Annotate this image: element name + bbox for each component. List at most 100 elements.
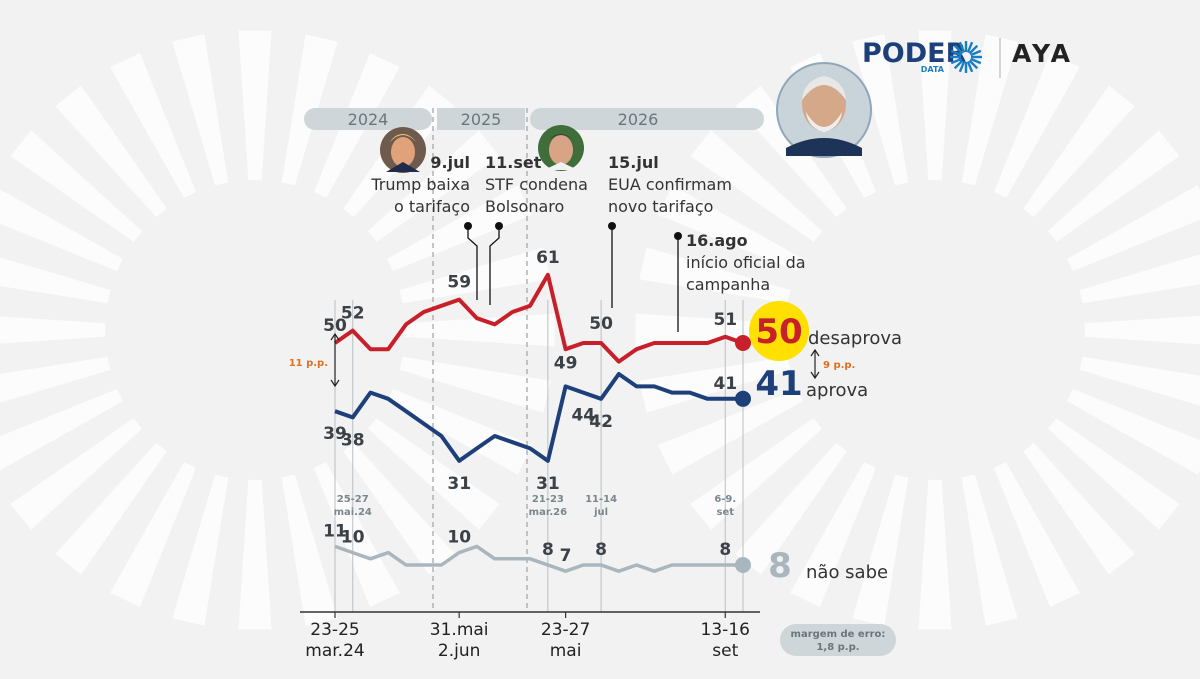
logo-ray [953, 44, 964, 55]
x-tick-label: mai [550, 641, 582, 661]
logo-ray [966, 41, 974, 53]
year-label-2024: 2024 [348, 110, 389, 129]
x-tick-label: 13-16 [701, 620, 750, 640]
event-date: 11.set [485, 153, 542, 172]
logo-ray [953, 59, 964, 70]
data-label: 59 [447, 273, 471, 293]
sunburst-ray [10, 130, 143, 242]
gap-label-end: 9 p.p. [823, 360, 855, 371]
event-text: início oficial da [686, 253, 806, 272]
trump-avatar [380, 127, 426, 173]
event-text: o tarifaço [394, 197, 470, 216]
sunburst-ray [639, 356, 791, 413]
margin-of-error-badge: margem de erro: 1,8 p.p. [780, 624, 896, 656]
period-label: 21-23 [532, 494, 564, 505]
logo-ray [950, 57, 962, 65]
data-label: 10 [447, 528, 471, 548]
event-16ago: 16.ago início oficial da campanha [674, 231, 806, 332]
sunburst-ray [1023, 85, 1135, 218]
logo-ray [968, 59, 979, 70]
sunburst-ray [55, 85, 167, 218]
year-band-2025 [437, 108, 525, 130]
sunburst-ray [993, 462, 1080, 607]
sunburst-ray [918, 30, 952, 181]
data-label: 49 [554, 353, 578, 373]
sunburst-ray [790, 462, 877, 607]
x-tick-label: 23-25 [310, 620, 359, 640]
event-date: 15.jul [608, 153, 659, 172]
sunburst-ray [1047, 130, 1180, 242]
background-sunburst [0, 30, 1200, 630]
event-9jul: 9.jul Trump baixa o tarifaço [370, 153, 478, 300]
sunburst-ray [238, 30, 272, 181]
data-label: 8 [542, 540, 554, 560]
logo-ray [970, 49, 982, 57]
sunburst-ray [639, 247, 791, 304]
event-date: 16.ago [686, 231, 748, 250]
logo-ray [968, 44, 979, 55]
sunburst-ray [55, 442, 167, 575]
sunburst-ray [387, 388, 532, 475]
data-label: 61 [536, 248, 560, 268]
data-label: 8 [719, 540, 731, 560]
bolsonaro-avatar [538, 125, 584, 171]
x-tick-label: 23-27 [541, 620, 590, 640]
gap-arrow-start [330, 332, 340, 388]
sunburst-ray [961, 34, 1018, 186]
sunburst-ray [0, 189, 123, 272]
sunburst-ray [1023, 442, 1135, 575]
sunburst-ray [852, 474, 909, 626]
sunburst-ray [10, 418, 143, 530]
period-label: set [717, 507, 735, 518]
data-label: 44 [571, 406, 595, 426]
event-text: Trump baixa [370, 175, 470, 194]
sunburst-ray [690, 130, 823, 242]
margin-value: 1,8 p.p. [816, 642, 859, 653]
sunburst-ray [1079, 254, 1200, 304]
period-label: mar.26 [529, 507, 567, 518]
logo-ray [950, 49, 962, 57]
data-label: 41 [713, 374, 737, 394]
x-tick-label: 31.mai [430, 620, 489, 640]
data-label: 7 [560, 546, 572, 566]
series-label-desaprova: desaprova [808, 328, 902, 349]
data-label: 11 [323, 521, 347, 541]
data-label: 31 [536, 474, 560, 494]
sunburst-ray [367, 130, 500, 242]
x-tick-label: 2.jun [438, 641, 481, 661]
margin-label: margem de erro: [791, 629, 886, 640]
logo-burst-icon [950, 41, 982, 73]
series-endpoint [735, 557, 751, 573]
sunburst-ray [399, 356, 551, 413]
sunburst-ray [172, 474, 229, 626]
logo-ray [958, 61, 966, 73]
x-tick-label: mar.24 [305, 641, 364, 661]
event-text: EUA confirmam [608, 175, 732, 194]
series-label-nao-sabe: não sabe [806, 562, 888, 583]
sunburst-ray [281, 474, 338, 626]
sunburst-ray [0, 356, 111, 403]
lula-portrait [776, 62, 872, 158]
series-line-1 [334, 372, 743, 463]
data-label: 38 [341, 430, 365, 450]
period-label: jul [593, 507, 608, 518]
sunburst-ray [0, 257, 111, 304]
sunburst-ray [961, 474, 1018, 626]
sunburst-ray [343, 442, 455, 575]
sunburst-ray [399, 247, 551, 304]
year-bands: 2024 2025 2026 [304, 108, 764, 130]
sunburst-ray [658, 185, 803, 272]
event-text: novo tarifaço [608, 197, 713, 216]
gap-label-start: 11 p.p. [289, 358, 328, 369]
sunburst-ray [404, 313, 555, 347]
data-label: 42 [589, 412, 613, 432]
event-text: STF condena [485, 175, 588, 194]
series-endpoint [735, 390, 751, 407]
partner-logo: AYA [1012, 39, 1073, 68]
sunburst-ray [110, 53, 197, 198]
period-label: mai.24 [334, 507, 372, 518]
series-endpoint [735, 335, 751, 351]
